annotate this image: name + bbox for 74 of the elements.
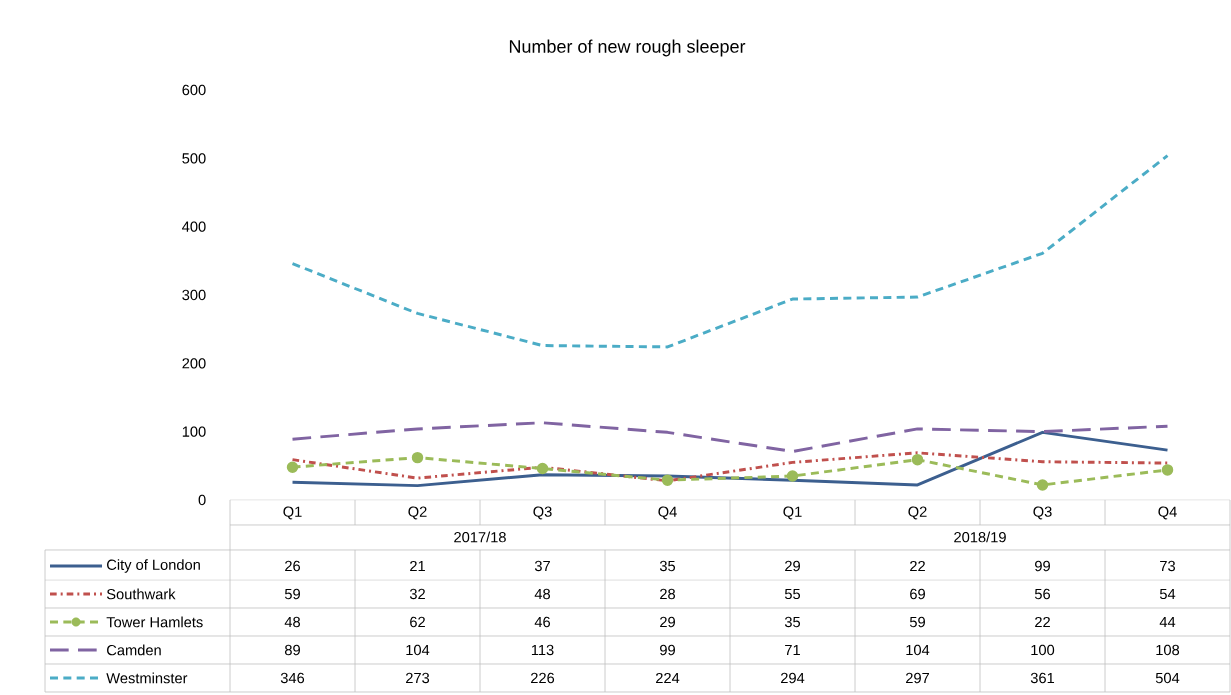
y-tick-label: 100 <box>182 426 206 437</box>
data-label: 99 <box>660 644 675 656</box>
legend-label: Camden <box>107 644 161 656</box>
data-label: 361 <box>1030 672 1055 684</box>
data-label: 113 <box>531 644 554 656</box>
data-label: 273 <box>406 672 430 684</box>
data-label: 29 <box>785 560 800 572</box>
data-label: 48 <box>284 616 301 628</box>
data-label: 59 <box>284 588 300 600</box>
x-tick-label: Q1 <box>283 506 302 520</box>
data-label: 21 <box>410 560 425 572</box>
y-tick-label: 600 <box>182 84 206 96</box>
text: 2018/19 <box>954 531 1006 543</box>
x-tick-label: Q2 <box>408 506 427 520</box>
data-label: 69 <box>910 588 925 600</box>
data-label: 100 <box>1031 644 1055 656</box>
data-label: 294 <box>781 672 805 684</box>
legend-label: Tower Hamlets <box>106 616 203 628</box>
point <box>1036 479 1049 491</box>
x-tick-label: Q3 <box>1033 506 1052 520</box>
data-label: 73 <box>1160 560 1176 572</box>
text: 2017/18 <box>454 531 506 543</box>
point <box>536 462 549 475</box>
data-label: 55 <box>784 588 801 600</box>
line-series <box>291 430 1169 488</box>
point <box>1161 464 1174 476</box>
data-label: 54 <box>1159 588 1176 600</box>
x-tick-label: Q4 <box>658 506 677 520</box>
data-label: 35 <box>659 560 676 572</box>
data-label: 226 <box>531 672 555 684</box>
point <box>286 461 299 473</box>
chart-title: Number of new rough sleeper <box>509 39 746 57</box>
data-label: 297 <box>906 672 929 684</box>
point <box>911 453 924 466</box>
data-label: 26 <box>285 560 301 572</box>
legend-label: Southwark <box>106 588 176 600</box>
y-tick-label: 200 <box>182 358 206 369</box>
data-label: 108 <box>1156 644 1180 656</box>
data-label: 89 <box>284 644 300 656</box>
point <box>661 474 674 486</box>
data-label: 504 <box>1155 672 1180 684</box>
data-label: 29 <box>660 616 675 628</box>
x-tick-label: Q1 <box>783 506 802 520</box>
data-label: 22 <box>910 560 925 572</box>
legend-label: City of London <box>107 559 200 573</box>
legend-label: Westminster <box>106 672 188 684</box>
point <box>786 470 799 482</box>
data-label: 35 <box>784 616 801 628</box>
y-tick-label: 500 <box>182 153 206 164</box>
x-tick-label: Q3 <box>533 506 552 520</box>
data-label: 104 <box>906 644 930 656</box>
y-tick-label: 300 <box>182 289 206 301</box>
x-tick-label: Q2 <box>908 506 927 520</box>
data-label: 59 <box>909 616 925 628</box>
y-tick-label: 0 <box>198 494 206 506</box>
x-tick-label: Q4 <box>1158 506 1177 520</box>
data-label: 44 <box>1159 616 1176 628</box>
data-label: 32 <box>409 588 425 600</box>
data-label: 62 <box>410 616 425 628</box>
data-label: 22 <box>1035 616 1050 628</box>
data-label: 46 <box>534 616 551 628</box>
data-label: 346 <box>280 672 305 684</box>
data-label: 37 <box>534 560 550 572</box>
data-label: 104 <box>406 644 430 656</box>
y-tick-label: 400 <box>182 221 206 232</box>
data-label: 99 <box>1035 560 1050 572</box>
line-series <box>291 154 1169 349</box>
point <box>411 451 424 464</box>
data-label: 71 <box>785 644 800 656</box>
data-label: 224 <box>656 672 680 684</box>
data-label: 48 <box>534 588 551 600</box>
line-series <box>291 421 1169 453</box>
data-label: 28 <box>660 588 676 600</box>
data-label: 56 <box>1034 588 1051 600</box>
